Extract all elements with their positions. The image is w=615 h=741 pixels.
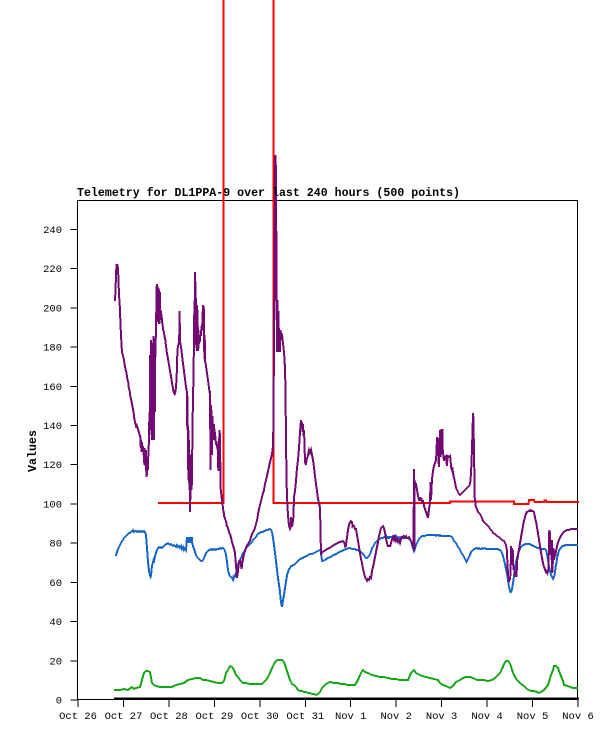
- svg-text:Nov 3: Nov 3: [426, 711, 458, 723]
- svg-text:100: 100: [43, 499, 62, 511]
- svg-text:60: 60: [49, 578, 62, 590]
- svg-text:Oct 27: Oct 27: [105, 711, 143, 723]
- svg-text:Nov 5: Nov 5: [517, 711, 549, 723]
- svg-text:Telemetry for DL1PPA-9 over la: Telemetry for DL1PPA-9 over last 240 hou…: [77, 187, 460, 200]
- svg-text:Values: Values: [27, 430, 40, 472]
- svg-text:80: 80: [49, 539, 62, 551]
- svg-text:220: 220: [43, 264, 62, 276]
- svg-text:Oct 29: Oct 29: [195, 711, 233, 723]
- svg-text:Oct 30: Oct 30: [241, 711, 279, 723]
- svg-text:40: 40: [49, 617, 62, 629]
- svg-text:Oct 28: Oct 28: [150, 711, 188, 723]
- svg-text:140: 140: [43, 421, 62, 433]
- svg-text:160: 160: [43, 382, 62, 394]
- svg-text:Nov 6: Nov 6: [562, 711, 594, 723]
- svg-text:120: 120: [43, 460, 62, 472]
- svg-text:Nov 1: Nov 1: [335, 711, 367, 723]
- svg-text:Oct 26: Oct 26: [59, 711, 97, 723]
- svg-text:Nov 4: Nov 4: [471, 711, 503, 723]
- svg-text:0: 0: [56, 696, 62, 708]
- svg-text:20: 20: [49, 656, 62, 668]
- svg-text:200: 200: [43, 303, 62, 315]
- svg-text:Oct 31: Oct 31: [286, 711, 324, 723]
- svg-text:Nov 2: Nov 2: [380, 711, 412, 723]
- svg-text:240: 240: [43, 225, 62, 237]
- svg-text:180: 180: [43, 343, 62, 355]
